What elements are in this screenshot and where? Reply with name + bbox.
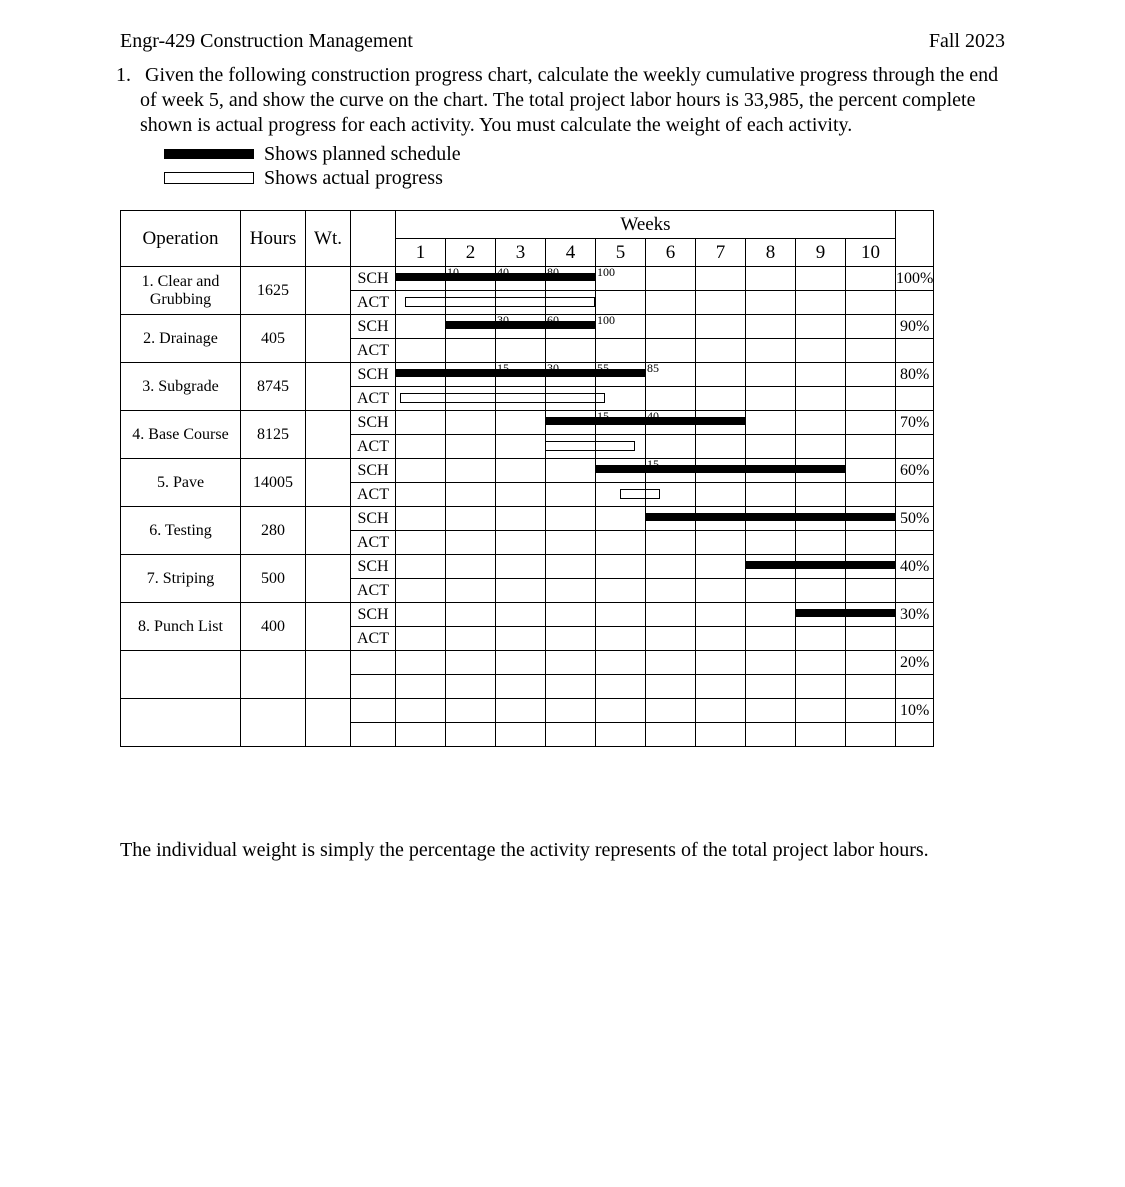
percent-label: 10 xyxy=(447,265,459,280)
actual-bar xyxy=(620,489,660,499)
legend-actual-swatch xyxy=(164,172,254,184)
planned-bar xyxy=(745,561,895,569)
planned-bar xyxy=(545,417,745,425)
legend-planned-label: Shows planned schedule xyxy=(264,143,461,166)
percent-label: 100 xyxy=(597,313,615,328)
planned-bar xyxy=(795,609,895,617)
percent-label: 80 xyxy=(547,265,559,280)
progress-chart: OperationHoursWt.Weeks123456789101. Clea… xyxy=(120,210,1005,747)
course-title: Engr-429 Construction Management xyxy=(120,30,413,53)
actual-bar xyxy=(400,393,605,403)
planned-bar xyxy=(445,321,595,329)
percent-label: 30 xyxy=(547,361,559,376)
percent-label: 15 xyxy=(497,361,509,376)
legend: Shows planned schedule Shows actual prog… xyxy=(164,142,1005,190)
actual-bar xyxy=(405,297,595,307)
question-text: 1. Given the following construction prog… xyxy=(140,63,1005,138)
percent-label: 15 xyxy=(597,409,609,424)
percent-label: 85 xyxy=(647,361,659,376)
footer-note: The individual weight is simply the perc… xyxy=(120,837,1005,863)
legend-actual-label: Shows actual progress xyxy=(264,167,443,190)
actual-bar xyxy=(545,441,635,451)
planned-bar xyxy=(595,465,845,473)
bar-overlay: 10 40 80 100 30 60 100 15 30 55 85 15 40 15 xyxy=(120,210,1005,747)
question-number: 1. xyxy=(116,63,140,88)
percent-label: 30 xyxy=(497,313,509,328)
percent-label: 40 xyxy=(497,265,509,280)
percent-label: 40 xyxy=(647,409,659,424)
percent-label: 55 xyxy=(597,361,609,376)
percent-label: 60 xyxy=(547,313,559,328)
percent-label: 100 xyxy=(597,265,615,280)
percent-label: 15 xyxy=(647,457,659,472)
planned-bar xyxy=(645,513,895,521)
legend-planned-swatch xyxy=(164,149,254,159)
term: Fall 2023 xyxy=(929,30,1005,53)
question-body: Given the following construction progres… xyxy=(140,64,998,136)
planned-bar xyxy=(395,273,595,281)
